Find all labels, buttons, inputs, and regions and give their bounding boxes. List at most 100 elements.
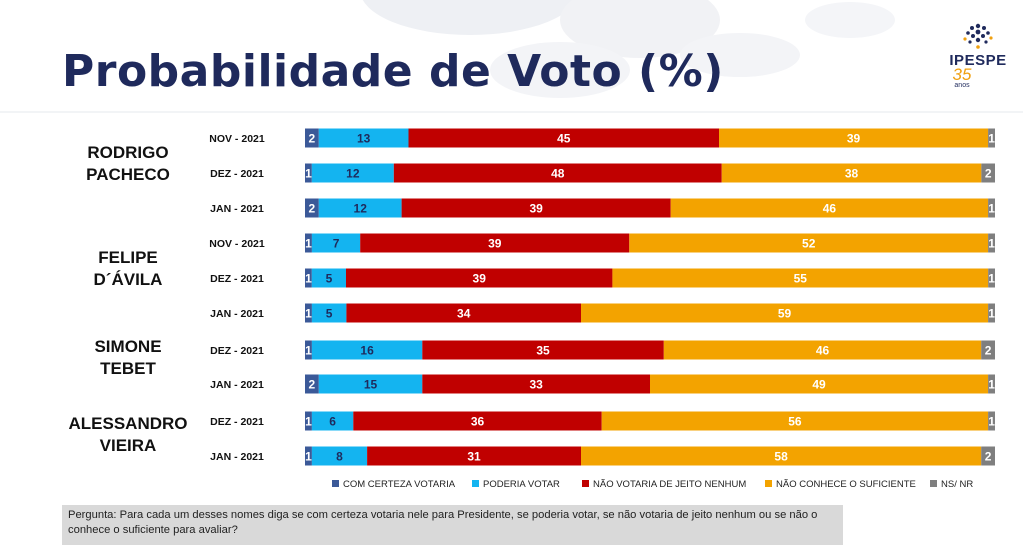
- bar-segment: [663, 340, 982, 360]
- bar-segment: [305, 233, 312, 253]
- legend-swatch: [582, 480, 589, 487]
- data-label: 2: [985, 344, 992, 358]
- data-label: 1: [988, 272, 995, 286]
- data-label: 1: [988, 307, 995, 321]
- candidate-name: VIEIRA: [100, 436, 157, 455]
- data-label: 1: [305, 167, 312, 181]
- bar-segment: [988, 374, 995, 394]
- bar-segment: [629, 233, 989, 253]
- data-label: 1: [988, 378, 995, 392]
- logo-brand-text: IPESPE: [949, 52, 1007, 69]
- bar-segment: [721, 163, 982, 183]
- bar-segment: [318, 374, 423, 394]
- data-label: 7: [333, 237, 340, 251]
- data-label: 5: [326, 307, 333, 321]
- data-label: 46: [816, 344, 830, 358]
- data-label: 34: [457, 307, 471, 321]
- bar-segment: [981, 340, 995, 360]
- data-label: 2: [309, 202, 316, 216]
- bar-segment: [612, 268, 989, 288]
- bar-segment: [981, 446, 995, 466]
- bar-segment: [367, 446, 581, 466]
- period-label: JAN - 2021: [210, 379, 264, 391]
- data-label: 1: [305, 237, 312, 251]
- bar-segment: [305, 268, 312, 288]
- bar-segment: [422, 340, 664, 360]
- period-label: NOV - 2021: [209, 133, 265, 145]
- bar-segment: [311, 163, 394, 183]
- legend-swatch: [472, 480, 479, 487]
- period-label: JAN - 2021: [210, 308, 264, 320]
- bar-segment: [988, 268, 995, 288]
- data-label: 1: [305, 450, 312, 464]
- data-label: 36: [471, 415, 485, 429]
- bar-segment: [305, 411, 312, 431]
- bar-segment: [305, 198, 319, 218]
- bar-segment: [305, 163, 312, 183]
- bar-segment: [988, 233, 995, 253]
- data-label: 2: [309, 132, 316, 146]
- data-label: 1: [988, 202, 995, 216]
- data-label: 1: [305, 344, 312, 358]
- bar-segment: [988, 411, 995, 431]
- data-label: 59: [778, 307, 792, 321]
- bar-segment: [311, 268, 346, 288]
- data-label: 55: [794, 272, 808, 286]
- period-label: DEZ - 2021: [210, 273, 264, 285]
- data-label: 2: [309, 378, 316, 392]
- data-label: 1: [305, 272, 312, 286]
- data-label: 38: [845, 167, 859, 181]
- legend-swatch: [930, 480, 937, 487]
- period-label: DEZ - 2021: [210, 416, 264, 428]
- legend-label: NÃO CONHECE O SUFICIENTE: [776, 479, 916, 490]
- period-label: JAN - 2021: [210, 451, 264, 463]
- logo-years: 35: [952, 65, 972, 84]
- data-label: 39: [473, 272, 487, 286]
- candidate-name: TEBET: [100, 359, 156, 378]
- candidate-name: D´ÁVILA: [94, 270, 163, 289]
- bar-segment: [988, 128, 995, 148]
- data-label: 45: [557, 132, 571, 146]
- data-label: 35: [536, 344, 550, 358]
- data-label: 39: [529, 202, 543, 216]
- data-label: 56: [788, 415, 802, 429]
- period-label: NOV - 2021: [209, 238, 265, 250]
- data-label: 8: [336, 450, 343, 464]
- data-label: 13: [357, 132, 371, 146]
- bar-segment: [305, 340, 312, 360]
- ipespe-logo-icon: [963, 23, 993, 49]
- bar-segment: [311, 340, 423, 360]
- ipespe-logo: IPESPE 35 anos: [946, 22, 1010, 92]
- period-label: JAN - 2021: [210, 203, 264, 215]
- data-label: 1: [988, 237, 995, 251]
- data-label: 39: [847, 132, 861, 146]
- data-label: 39: [488, 237, 502, 251]
- candidate-name: SIMONE: [94, 337, 161, 356]
- period-label: DEZ - 2021: [210, 168, 264, 180]
- bar-segment: [408, 128, 719, 148]
- data-label: 1: [305, 415, 312, 429]
- data-label: 15: [364, 378, 378, 392]
- bar-segment: [311, 233, 361, 253]
- bar-segment: [988, 303, 995, 323]
- data-label: 2: [985, 167, 992, 181]
- candidate-name: FELIPE: [98, 248, 158, 267]
- bar-segment: [311, 411, 354, 431]
- data-label: 31: [467, 450, 481, 464]
- bar-segment: [981, 163, 995, 183]
- data-label: 48: [551, 167, 565, 181]
- bar-segment: [422, 374, 650, 394]
- data-label: 1: [305, 307, 312, 321]
- data-label: 16: [360, 344, 374, 358]
- bar-segment: [311, 446, 368, 466]
- bar-segment: [360, 233, 630, 253]
- question-note: Pergunta: Para cada um desses nomes diga…: [62, 505, 843, 545]
- logo-years-suffix: anos: [954, 82, 970, 89]
- data-label: 33: [529, 378, 543, 392]
- data-label: 49: [812, 378, 826, 392]
- bar-segment: [305, 303, 312, 323]
- legend-label: PODERIA VOTAR: [483, 479, 560, 490]
- bar-segment: [305, 128, 319, 148]
- bar-segment: [581, 303, 989, 323]
